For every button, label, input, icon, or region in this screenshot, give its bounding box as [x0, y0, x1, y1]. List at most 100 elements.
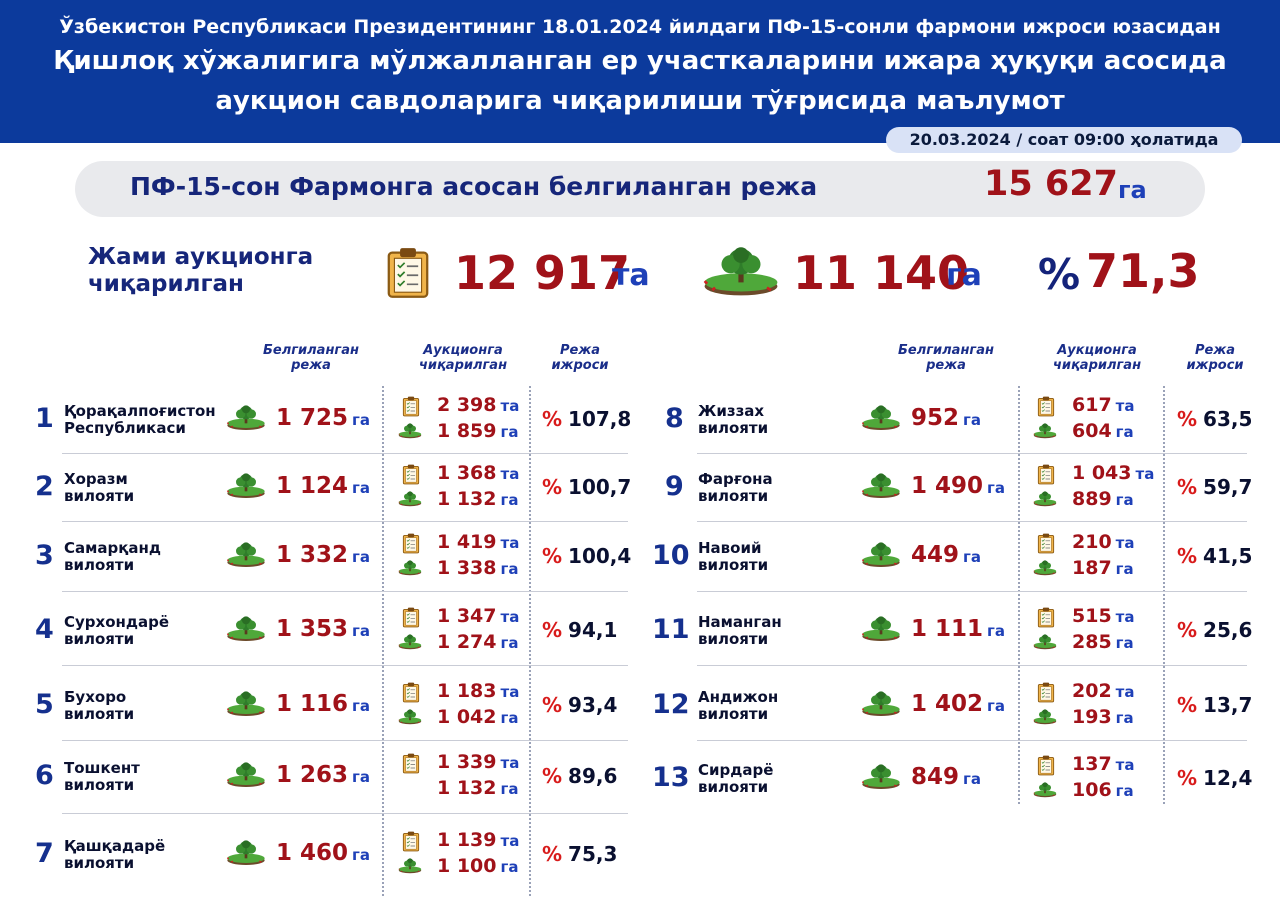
region-name-line-1: Фарғона	[698, 470, 773, 488]
region-percent: % 75,3	[542, 842, 617, 866]
percent-sign: %	[542, 544, 563, 568]
region-number: 6	[35, 760, 54, 791]
region-auction-area-value: 106	[1072, 779, 1112, 801]
region-auction-area: 1 132 га	[437, 777, 518, 799]
region-name: Бухоро вилояти	[64, 689, 134, 723]
region-name: Наманган вилояти	[698, 614, 782, 648]
region-plan: 1 124 га	[276, 473, 370, 499]
region-auction-count: 1 419 та	[437, 531, 519, 553]
row-divider	[697, 665, 1247, 666]
clipboard-icon	[1037, 533, 1055, 554]
region-plan-value: 849	[911, 764, 960, 790]
row-divider	[62, 740, 628, 741]
col-head-exec-right: Режа ижроси	[1186, 343, 1244, 373]
region-percent-value: 25,6	[1203, 618, 1253, 642]
clipboard-icon	[1037, 464, 1055, 485]
region-plan-value: 1 332	[276, 542, 349, 568]
land-tree-icon	[861, 404, 901, 432]
region-auction-count: 202 та	[1072, 680, 1135, 702]
region-auction-area-unit: га	[500, 634, 519, 652]
region-number: 4	[35, 614, 54, 645]
region-plan-unit: га	[987, 479, 1005, 497]
percent-sign: %	[542, 842, 563, 866]
row-divider	[62, 453, 628, 454]
percent-sign: %	[542, 407, 563, 431]
clipboard-icon	[1037, 607, 1055, 628]
region-name-line-2: вилояти	[698, 556, 769, 574]
land-tree-icon	[226, 615, 266, 643]
region-plan-value: 1 263	[276, 762, 349, 788]
plan-label: ПФ-15-сон Фармонга асосан белгиланган ре…	[130, 172, 818, 201]
region-percent-value: 100,4	[568, 544, 632, 568]
region-percent: % 100,7	[542, 475, 631, 499]
region-name-line-1: Наманган	[698, 613, 782, 631]
region-name: Самарқанд вилояти	[64, 540, 161, 574]
region-name-line-2: вилояти	[64, 630, 135, 648]
region-auction-count-value: 1 347	[437, 605, 497, 627]
clipboard-icon	[402, 396, 420, 417]
region-percent-value: 107,8	[568, 407, 632, 431]
region-auction-area: 1 100 га	[437, 855, 518, 877]
region-name: Навоий вилояти	[698, 540, 768, 574]
percent-sign: %	[542, 475, 563, 499]
total-label-line-2: чиқарилган	[88, 271, 244, 297]
land-tree-icon	[226, 690, 266, 718]
region-plan-unit: га	[352, 697, 370, 715]
region-name-line-2: вилояти	[698, 487, 769, 505]
region-auction-area-value: 193	[1072, 706, 1112, 728]
land-tree-icon	[226, 472, 266, 500]
region-auction-area: 1 132 га	[437, 488, 518, 510]
region-auction-count-unit: та	[500, 397, 520, 415]
region-auction-area-unit: га	[500, 423, 519, 441]
land-tree-icon	[861, 472, 901, 500]
region-plan-unit: га	[352, 622, 370, 640]
region-name-line-2: вилояти	[698, 630, 769, 648]
clipboard-icon	[402, 607, 420, 628]
total-percent-sign: %	[1038, 250, 1081, 299]
region-name: Қашқадарё вилояти	[64, 838, 165, 872]
region-name: Қорақалпоғистон Республикаси	[64, 403, 216, 437]
region-plan-value: 449	[911, 542, 960, 568]
land-tree-icon	[1033, 559, 1057, 577]
region-percent: % 94,1	[542, 618, 617, 642]
region-percent-value: 59,7	[1203, 475, 1253, 499]
region-percent: % 25,6	[1177, 618, 1252, 642]
region-auction-area-value: 1 338	[437, 557, 497, 579]
region-auction-count-unit: та	[500, 832, 520, 850]
row-divider	[697, 591, 1247, 592]
region-auction-area: 193 га	[1072, 706, 1134, 728]
land-tree-icon	[226, 839, 266, 867]
region-plan-unit: га	[352, 411, 370, 429]
region-auction-area: 1 859 га	[437, 420, 518, 442]
region-auction-count: 1 139 та	[437, 829, 519, 851]
clipboard-icon	[402, 464, 420, 485]
row-divider	[62, 591, 628, 592]
region-auction-count-value: 617	[1072, 394, 1112, 416]
region-auction-area-unit: га	[1115, 709, 1134, 727]
clipboard-icon	[1037, 755, 1055, 776]
region-number: 10	[652, 540, 690, 571]
region-percent-value: 94,1	[568, 618, 618, 642]
region-name: Хоразм вилояти	[64, 471, 134, 505]
region-number: 12	[652, 689, 690, 720]
region-auction-area: 285 га	[1072, 631, 1134, 653]
region-name-line-2: вилояти	[698, 419, 769, 437]
date-badge: 20.03.2024 / соат 09:00 ҳолатида	[886, 127, 1242, 153]
land-tree-icon	[861, 541, 901, 569]
region-percent: % 12,4	[1177, 766, 1252, 790]
clipboard-icon	[402, 831, 420, 852]
land-tree-icon	[226, 761, 266, 789]
land-tree-icon	[398, 559, 422, 577]
row-divider	[697, 521, 1247, 522]
region-name-line-1: Самарқанд	[64, 539, 162, 557]
region-percent-value: 12,4	[1203, 766, 1253, 790]
row-divider	[697, 740, 1247, 741]
land-tree-icon	[1033, 490, 1057, 508]
region-name-line-2: вилояти	[64, 854, 135, 872]
land-tree-icon	[861, 615, 901, 643]
region-auction-area-value: 285	[1072, 631, 1112, 653]
region-auction-count-unit: та	[500, 683, 520, 701]
region-auction-area: 1 338 га	[437, 557, 518, 579]
region-percent-value: 63,5	[1203, 407, 1253, 431]
region-auction-count: 210 та	[1072, 531, 1135, 553]
